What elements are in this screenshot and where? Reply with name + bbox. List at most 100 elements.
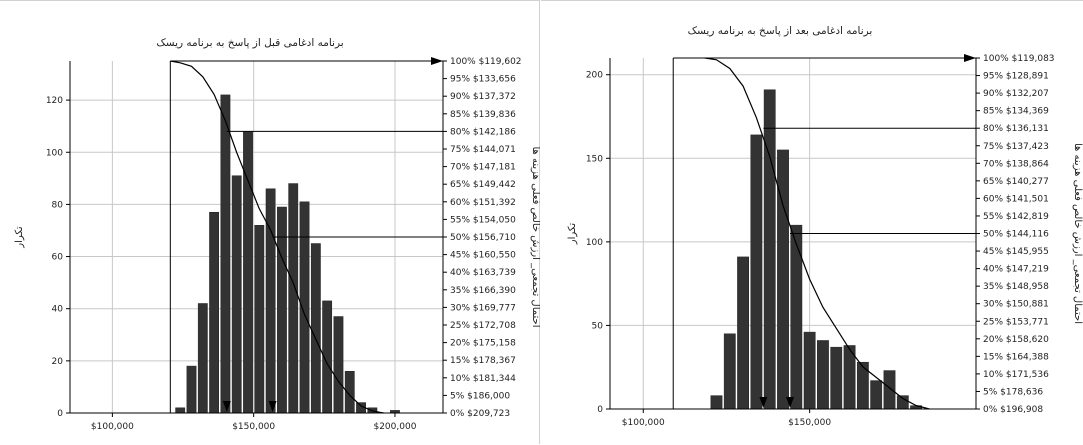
- left-chart-panel: برنامه ادغامی قبل از پاسخ به برنامه ریسک…: [0, 0, 540, 444]
- cumulative-probability-label: 0% $209,723: [450, 409, 510, 419]
- y-axis-label: تکرار: [567, 223, 578, 246]
- cumulative-probability-label: 55% $142,819: [983, 212, 1049, 222]
- cumulative-curve: [170, 60, 384, 414]
- histogram-before-risk-response: برنامه ادغامی قبل از پاسخ به برنامه ریسک…: [14, 37, 540, 432]
- right-chart-panel: برنامه ادغامی بعد از پاسخ به برنامه ریسک…: [541, 0, 1083, 444]
- cumulative-probability-label: 85% $134,369: [983, 107, 1049, 117]
- cumulative-curve: [704, 57, 930, 410]
- histogram-bar: [254, 225, 265, 414]
- cumulative-probability-label: 20% $175,158: [450, 339, 516, 349]
- cumulative-probability-label: 90% $132,207: [983, 89, 1049, 99]
- histogram-bar: [803, 331, 816, 410]
- histogram-bar: [333, 316, 344, 414]
- histogram-bar: [310, 243, 321, 414]
- percentile-down-arrow-icon: [786, 397, 795, 408]
- y-tick-label: 200: [586, 71, 603, 81]
- y-tick-label: 40: [52, 305, 64, 315]
- y-axis-label: تکرار: [14, 226, 25, 249]
- y-tick-label: 60: [52, 253, 64, 263]
- y-tick-label: 20: [52, 357, 64, 367]
- cumulative-probability-label: 100% $119,083: [983, 54, 1055, 64]
- cumulative-probability-label: 50% $156,710: [450, 233, 516, 243]
- x-tick-label: $150,000: [232, 422, 275, 432]
- y-tick-label: 100: [586, 238, 603, 248]
- cumulative-probability-label: 75% $144,071: [450, 145, 516, 155]
- histogram-after-risk-response: برنامه ادغامی بعد از پاسخ به برنامه ریسک…: [567, 25, 1083, 428]
- cumulative-probability-label: 45% $160,550: [450, 251, 516, 261]
- histogram-bar: [830, 346, 843, 410]
- cumulative-probability-label: 5% $178,636: [983, 387, 1043, 397]
- y-tick-label: 120: [46, 96, 63, 106]
- histogram-bar: [277, 206, 287, 414]
- y-tick-label: 100: [46, 148, 63, 158]
- chart-title: برنامه ادغامی قبل از پاسخ به برنامه ریسک: [156, 37, 343, 49]
- cumulative-probability-label: 40% $147,219: [983, 265, 1049, 275]
- histogram-bar: [896, 395, 909, 410]
- cumulative-probability-label: 20% $158,620: [983, 335, 1049, 345]
- y-tick-label: 150: [586, 154, 603, 164]
- cumulative-probability-label: 40% $163,739: [450, 268, 516, 278]
- x-tick-label: $100,000: [91, 422, 134, 432]
- cumulative-probability-label: 85% $139,836: [450, 110, 516, 120]
- histogram-bar: [870, 380, 883, 410]
- cumulative-probability-label: 45% $145,955: [983, 247, 1049, 257]
- cumulative-probability-label: 10% $171,536: [983, 370, 1049, 380]
- y-tick-label: 0: [57, 409, 63, 419]
- histogram-bar: [750, 134, 763, 410]
- cumulative-probability-label: 65% $149,442: [450, 180, 516, 190]
- x-tick-label: $150,000: [788, 418, 831, 428]
- cumulative-probability-label: 25% $153,771: [983, 317, 1049, 327]
- cumulative-probability-label: 95% $128,891: [983, 72, 1049, 82]
- histogram-bar: [186, 365, 197, 414]
- cumulative-probability-label: 0% $196,908: [983, 405, 1043, 415]
- cumulative-probability-label: 35% $148,958: [983, 282, 1049, 292]
- cumulative-probability-label: 10% $181,344: [450, 374, 516, 384]
- histogram-bar: [265, 188, 276, 414]
- histogram-bar: [790, 224, 803, 410]
- y2-axis-label: احتمال تجمعی_ ارزش خالص فعلی هزینه ها: [1072, 143, 1083, 324]
- cumulative-probability-label: 5% $186,000: [450, 391, 510, 401]
- histogram-bar: [299, 201, 310, 414]
- histogram-bar: [723, 333, 736, 410]
- histogram-bar: [175, 407, 186, 414]
- cumulative-probability-label: 80% $142,186: [450, 127, 516, 137]
- cumulative-probability-label: 95% $133,656: [450, 75, 516, 85]
- cumulative-probability-label: 70% $138,864: [983, 159, 1049, 169]
- y-tick-label: 0: [597, 405, 603, 415]
- cumulative-probability-label: 60% $151,392: [450, 198, 516, 208]
- cumulative-probability-label: 80% $136,131: [983, 124, 1049, 134]
- cumulative-probability-label: 100% $119,602: [450, 57, 522, 67]
- histogram-bar: [209, 211, 220, 414]
- cumulative-probability-label: 30% $150,881: [983, 300, 1049, 310]
- cumulative-probability-label: 15% $164,388: [983, 352, 1049, 362]
- histogram-bar: [197, 303, 208, 414]
- histogram-bar: [817, 340, 829, 410]
- histogram-bar: [288, 183, 299, 414]
- percentile-down-arrow-icon: [268, 401, 277, 412]
- cumulative-probability-label: 25% $172,708: [450, 321, 516, 331]
- x-tick-label: $100,000: [622, 418, 665, 428]
- cumulative-probability-label: 70% $147,181: [450, 163, 516, 173]
- cumulative-arrow-icon: [964, 54, 976, 62]
- cumulative-probability-label: 90% $137,372: [450, 92, 516, 102]
- histogram-bar: [710, 395, 723, 410]
- histogram-bar: [883, 370, 896, 410]
- histogram-bar: [737, 256, 749, 410]
- cumulative-probability-label: 50% $144,116: [983, 230, 1049, 240]
- y-tick-label: 80: [52, 200, 64, 210]
- percentile-down-arrow-icon: [222, 401, 231, 412]
- percentile-down-arrow-icon: [759, 397, 768, 408]
- histogram-bar: [763, 89, 776, 410]
- cumulative-arrow-icon: [431, 57, 443, 65]
- histogram-bar: [220, 94, 231, 414]
- cumulative-probability-label: 60% $141,501: [983, 194, 1049, 204]
- histogram-bar: [856, 361, 869, 410]
- x-tick-label: $200,000: [373, 422, 416, 432]
- cumulative-probability-label: 15% $178,367: [450, 356, 516, 366]
- chart-title: برنامه ادغامی بعد از پاسخ به برنامه ریسک: [688, 25, 873, 37]
- cumulative-probability-label: 30% $169,777: [450, 303, 516, 313]
- cumulative-probability-label: 35% $166,390: [450, 286, 516, 296]
- cumulative-probability-label: 65% $140,277: [983, 177, 1049, 187]
- histogram-bar: [231, 175, 242, 414]
- cumulative-probability-label: 55% $154,050: [450, 215, 516, 225]
